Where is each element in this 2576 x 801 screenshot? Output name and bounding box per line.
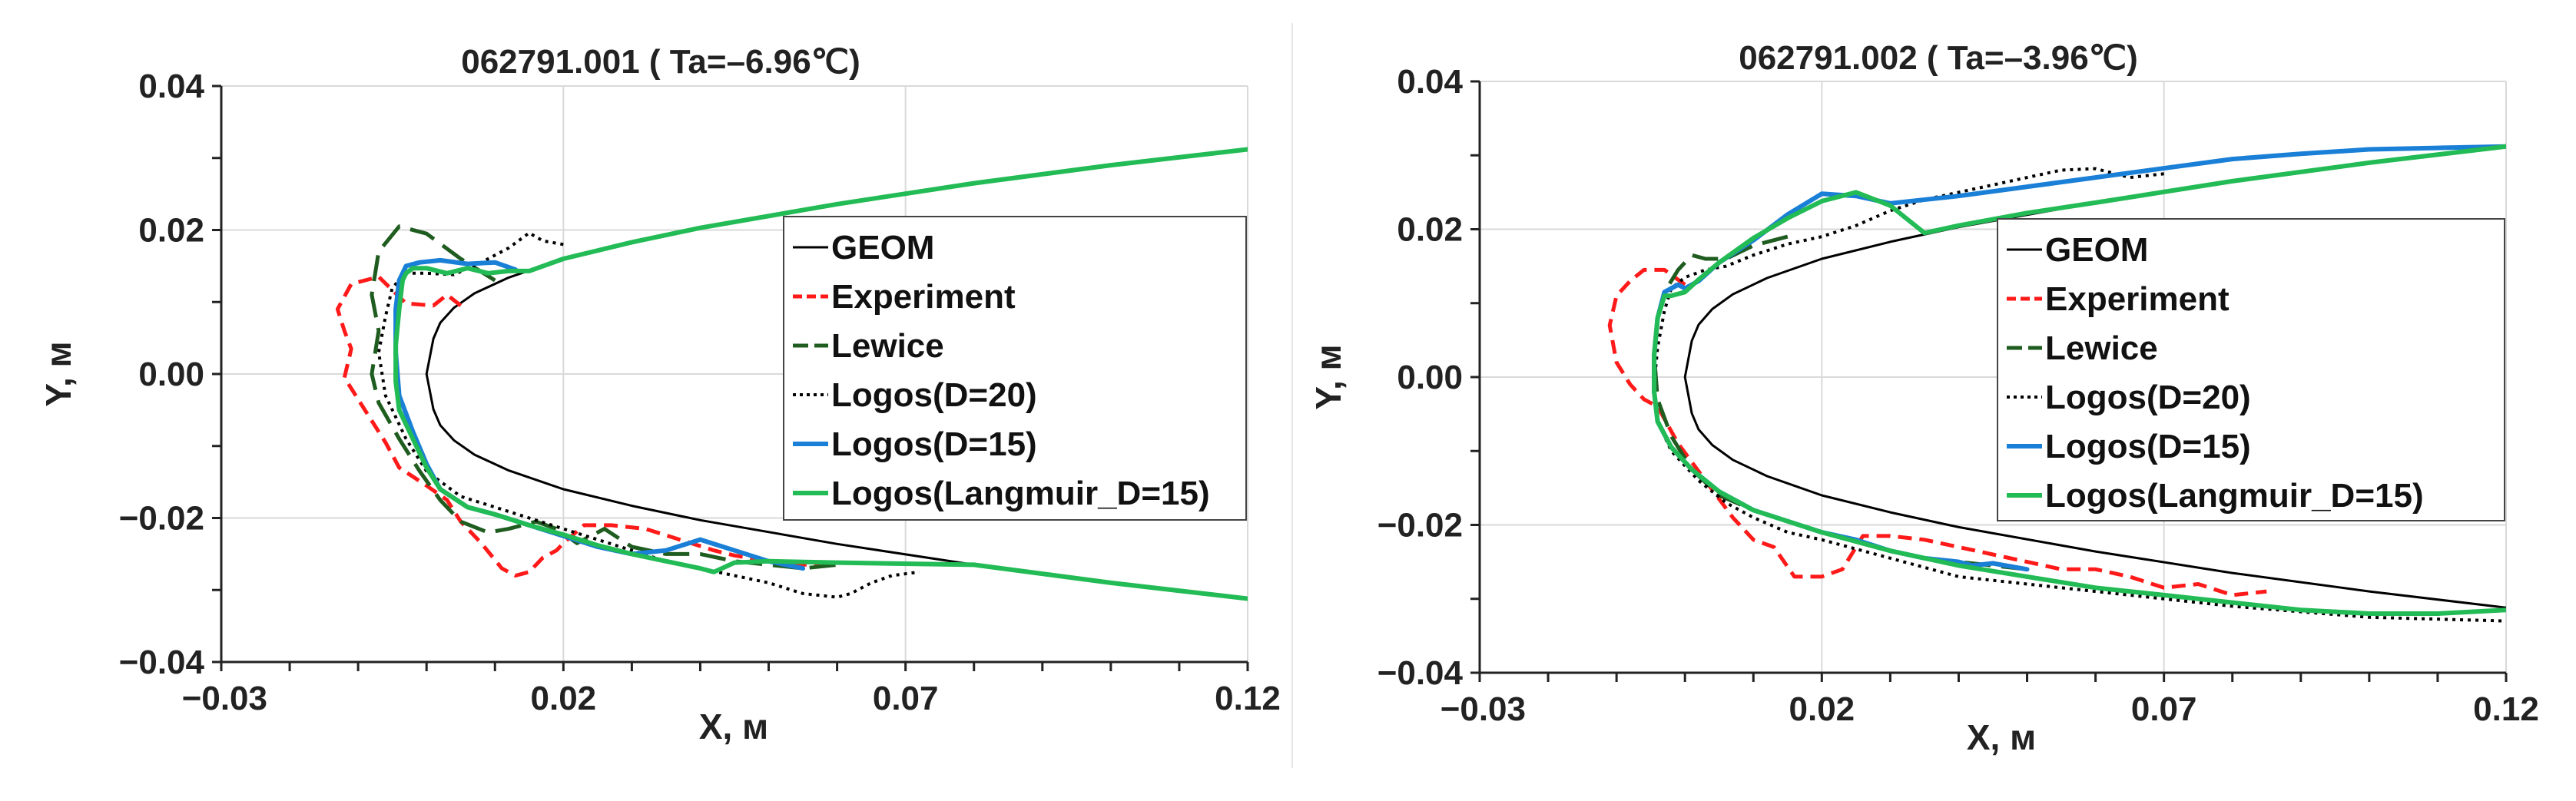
x-tick-label: 0.02 [1789,690,1855,728]
y-tick-label: 0.02 [1397,211,1463,249]
y-axis-label: Y, м [1308,344,1348,409]
chart-panel-1: −0.03 0.02 0.07 0.12 0.04 0.02 0.00 −0.02 −0.04 X… [38,43,1281,746]
legend-label: Logos(D=20) [2045,379,2251,416]
y-tick-label: 0.00 [138,356,204,393]
x-tick-label: 0.02 [531,680,597,717]
x-axis-label: X, м [699,707,768,746]
chart-title: 062791.002 ( Ta=–3.96℃) [1739,39,2138,77]
x-tick-label: 0.12 [2473,690,2539,728]
x-tick-label: −0.03 [1441,690,1526,728]
y-tick-label: 0.00 [1397,359,1463,396]
series-line-logos-d-20 [1653,167,2506,623]
series-line-logos-langmuir-d-15 [393,147,1248,601]
chart-panel-2: −0.03 0.02 0.07 0.12 0.04 0.02 0.00 −0.02 −0.04 X… [1308,39,2539,757]
legend-box [1997,218,2505,521]
legend: GEOM Experiment Lewice Logos(D=20) Logos(D=1… [783,216,1247,521]
legend-label: Experiment [2045,280,2230,318]
x-tick-label: 0.07 [873,680,939,717]
chart-title: 062791.001 ( Ta=–6.96℃) [461,43,860,81]
series-line-experiment [335,274,837,578]
x-tick-label: 0.12 [1215,680,1281,717]
legend-label: Lewice [831,327,944,365]
legend-label: Lewice [2045,329,2158,367]
legend-label: Logos(D=15) [831,425,1037,463]
legend-label: Logos(D=20) [831,376,1037,414]
series-line-experiment [1607,267,2267,597]
series-line-logos-langmuir-d-15 [1652,144,2506,616]
series-group [335,147,1248,601]
y-tick-label: 0.02 [138,212,204,250]
legend-label: GEOM [831,229,934,266]
y-tick-label: 0.04 [138,68,204,105]
y-tick-label: −0.04 [1378,654,1464,692]
x-tick-label: −0.03 [182,680,267,717]
legend-label: Experiment [831,278,1016,316]
y-tick-label: −0.02 [119,500,204,538]
series-line-lewice [1652,234,2027,571]
gridlines [221,85,1248,662]
legend-label: Logos(D=15) [2045,428,2251,465]
y-tick-label: −0.04 [119,644,205,681]
x-tick-label: 0.07 [2131,690,2197,728]
legend: GEOM Experiment Lewice Logos(D=20) Logos(D=1… [1997,218,2505,521]
y-axis-label: Y, м [38,341,78,406]
y-tick-label: 0.04 [1397,63,1463,101]
y-tick-label: −0.02 [1378,507,1463,544]
series-line-lewice [370,224,837,571]
legend-label: Logos(Langmuir_D=15) [2045,477,2424,515]
legend-label: GEOM [2045,231,2148,269]
legend-label: Logos(Langmuir_D=15) [831,475,1210,512]
series-group [1607,144,2506,623]
x-axis-label: X, м [1967,717,2036,757]
legend-box [783,216,1247,521]
